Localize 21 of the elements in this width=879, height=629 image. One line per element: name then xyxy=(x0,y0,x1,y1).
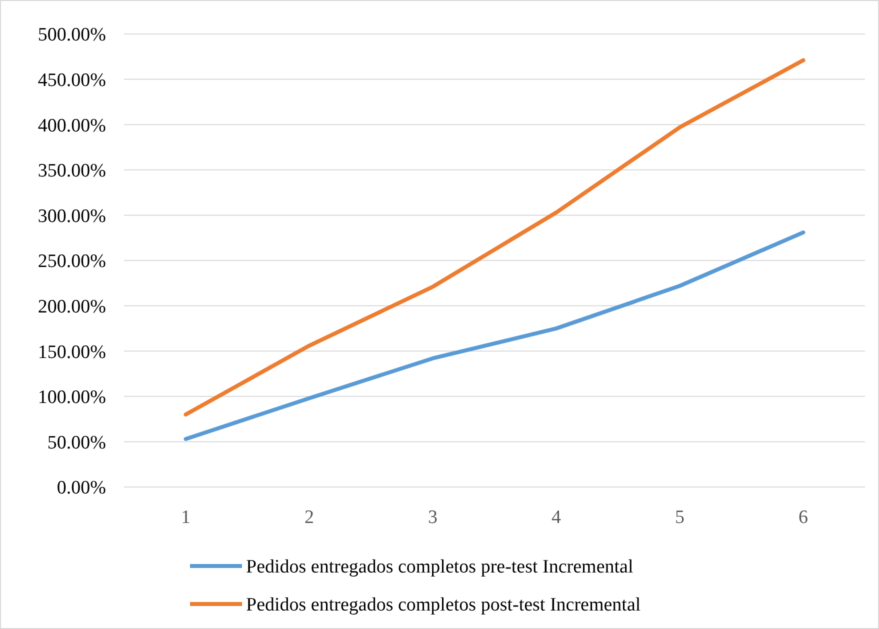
y-tick-label: 50.00% xyxy=(47,432,106,454)
x-tick-label: 6 xyxy=(798,507,808,528)
y-tick-label: 400.00% xyxy=(38,115,106,136)
x-tick-label: 4 xyxy=(552,507,562,528)
x-tick-label: 3 xyxy=(428,507,438,528)
legend-label: Pedidos entregados completos pre-test Incremental xyxy=(246,556,634,578)
y-tick-label: 500.00% xyxy=(38,24,106,46)
y-tick-label: 350.00% xyxy=(38,160,106,182)
y-tick-label: 0.00% xyxy=(56,478,106,499)
x-tick-label: 5 xyxy=(675,507,684,528)
y-tick-label: 100.00% xyxy=(38,387,106,408)
line-series xyxy=(184,58,806,417)
legend-label: Pedidos entregados completos post-test Incremental xyxy=(246,594,641,616)
x-tick-label: 1 xyxy=(181,507,190,528)
y-tick-label: 250.00% xyxy=(38,251,106,272)
y-tick-label: 150.00% xyxy=(38,342,106,363)
line-series xyxy=(184,230,806,441)
y-tick-label: 200.00% xyxy=(38,296,106,318)
y-tick-label: 300.00% xyxy=(38,206,106,227)
y-tick-label: 450.00% xyxy=(38,70,106,91)
x-tick-label: 2 xyxy=(304,507,314,528)
